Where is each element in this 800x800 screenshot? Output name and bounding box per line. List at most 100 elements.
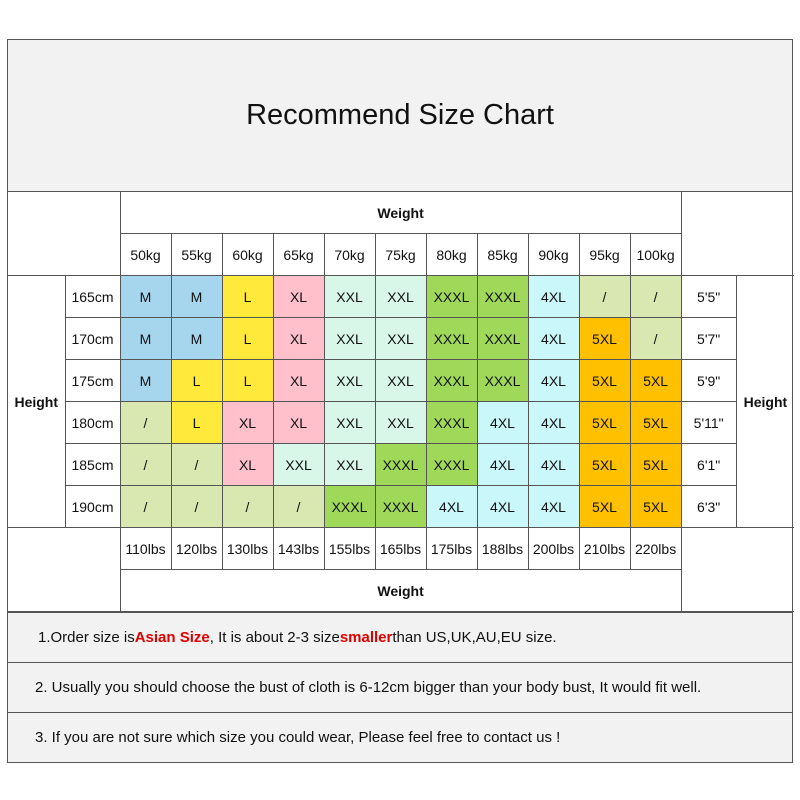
kg-header: 90kg <box>527 233 580 276</box>
size-cell: XXXL <box>425 443 478 486</box>
size-cell: XXL <box>374 317 427 360</box>
size-cell: XL <box>272 275 325 318</box>
cm-cell: 190cm <box>65 485 121 528</box>
size-cell: 4XL <box>527 275 580 318</box>
kg-header: 65kg <box>272 233 325 276</box>
size-cell: M <box>170 275 223 318</box>
kg-header: 95kg <box>578 233 631 276</box>
ft-cell: 6'1" <box>680 443 737 486</box>
size-cell: L <box>221 275 274 318</box>
empty-corner <box>8 192 121 276</box>
note-1: 1.Order size is Asian Size, It is about … <box>8 612 792 662</box>
size-cell: / <box>578 275 631 318</box>
size-cell: / <box>629 275 682 318</box>
kg-header: 60kg <box>221 233 274 276</box>
table-row: 190cm / / / / XXXL XXXL 4XL 4XL 4XL 5XL 5XL 6'3" <box>8 485 794 528</box>
size-cell: 4XL <box>527 317 580 360</box>
size-cell: 4XL <box>527 359 580 402</box>
size-cell: L <box>170 401 223 444</box>
size-cell: XL <box>272 317 325 360</box>
lbs-header: 175lbs <box>425 527 478 570</box>
empty-corner <box>680 192 795 276</box>
size-cell: L <box>221 359 274 402</box>
ft-cell: 5'7" <box>680 317 737 360</box>
ft-cell: 5'11" <box>680 401 737 444</box>
note-text: , It is about 2-3 size <box>209 629 340 646</box>
kg-header: 50kg <box>120 233 172 276</box>
size-cell: 5XL <box>629 485 682 528</box>
size-cell: XL <box>221 401 274 444</box>
size-cell: 4XL <box>527 401 580 444</box>
size-cell: 5XL <box>629 443 682 486</box>
lbs-header: 130lbs <box>221 527 274 570</box>
size-cell: / <box>170 443 223 486</box>
note-text: 1.Order size is <box>38 629 135 646</box>
size-cell: XL <box>221 443 274 486</box>
ft-cell: 6'3" <box>680 485 737 528</box>
size-chart: Recommend Size Chart Weight 50kg 55kg 60kg 6… <box>7 39 795 763</box>
size-cell: XXL <box>323 317 376 360</box>
lbs-header: 210lbs <box>578 527 631 570</box>
size-cell: XXL <box>374 275 427 318</box>
size-cell: XXL <box>374 359 427 402</box>
size-cell: / <box>629 317 682 360</box>
size-cell: 5XL <box>578 317 631 360</box>
kg-header: 55kg <box>170 233 223 276</box>
size-cell: XXL <box>323 443 376 486</box>
size-cell: 4XL <box>425 485 478 528</box>
page-title: Recommend Size Chart <box>8 40 792 192</box>
kg-header: 75kg <box>374 233 427 276</box>
size-cell: M <box>119 317 172 360</box>
note-text: than US,UK,AU,EU size. <box>392 629 557 646</box>
kg-header: 100kg <box>629 233 682 276</box>
lbs-header: 200lbs <box>527 527 580 570</box>
size-cell: M <box>119 359 172 402</box>
lbs-header: 143lbs <box>272 527 325 570</box>
cm-cell: 175cm <box>65 359 121 402</box>
size-cell: XL <box>272 359 325 402</box>
size-cell: 5XL <box>578 359 631 402</box>
cm-cell: 185cm <box>65 443 121 486</box>
table-row: 180cm / L XL XL XXL XXL XXXL 4XL 4XL 5XL 5XL 5'11" <box>8 401 794 444</box>
table-row: 185cm / / XL XXL XXL XXXL XXXL 4XL 4XL 5XL 5XL 6'1" <box>8 443 794 486</box>
size-cell: XXL <box>374 401 427 444</box>
size-cell: XXXL <box>374 485 427 528</box>
weight-header: Weight <box>119 192 682 234</box>
size-cell: 4XL <box>527 443 580 486</box>
asian-size-highlight: Asian Size <box>134 629 210 646</box>
size-table: Weight 50kg 55kg 60kg 65kg 70kg 75kg 80kg 85kg 90… <box>8 192 795 612</box>
size-cell: XXXL <box>476 275 529 318</box>
size-cell: 5XL <box>629 401 682 444</box>
empty-corner <box>8 527 121 612</box>
size-cell: XXXL <box>425 275 478 318</box>
size-cell: XXXL <box>425 317 478 360</box>
size-cell: XXXL <box>425 401 478 444</box>
ft-cell: 5'5" <box>680 275 737 318</box>
size-cell: 4XL <box>527 485 580 528</box>
cm-cell: 165cm <box>64 275 121 318</box>
size-cell: L <box>221 317 274 360</box>
ft-cell: 5'9" <box>680 359 737 402</box>
size-cell: XXL <box>272 443 325 486</box>
table-row: Height 165cm M M L XL XXL XXL XXXL XXXL 4XL //5'5" H… <box>8 275 795 528</box>
size-cell: 5XL <box>578 443 631 486</box>
lbs-header: 220lbs <box>629 527 682 570</box>
size-cell: XXXL <box>476 317 529 360</box>
size-cell: 4XL <box>476 485 529 528</box>
lbs-header: 165lbs <box>374 527 427 570</box>
height-label-right: Height <box>735 275 795 528</box>
note-2: 2. Usually you should choose the bust of… <box>8 662 792 712</box>
table-row: 170cm M M L XL XXL XXL XXXL XXXL 4XL 5XL/5'7" <box>8 317 794 360</box>
kg-header: 80kg <box>425 233 478 276</box>
size-cell: L <box>170 359 223 402</box>
lbs-header: 110lbs <box>119 527 172 570</box>
lbs-header: 120lbs <box>170 527 223 570</box>
kg-header: 85kg <box>476 233 529 276</box>
size-cell: XXL <box>323 359 376 402</box>
cm-cell: 180cm <box>65 401 121 444</box>
size-cell: / <box>272 485 325 528</box>
weight-footer: Weight <box>120 569 682 612</box>
size-cell: 4XL <box>476 443 529 486</box>
size-cell: M <box>119 275 172 318</box>
size-cell: XXL <box>323 275 376 318</box>
